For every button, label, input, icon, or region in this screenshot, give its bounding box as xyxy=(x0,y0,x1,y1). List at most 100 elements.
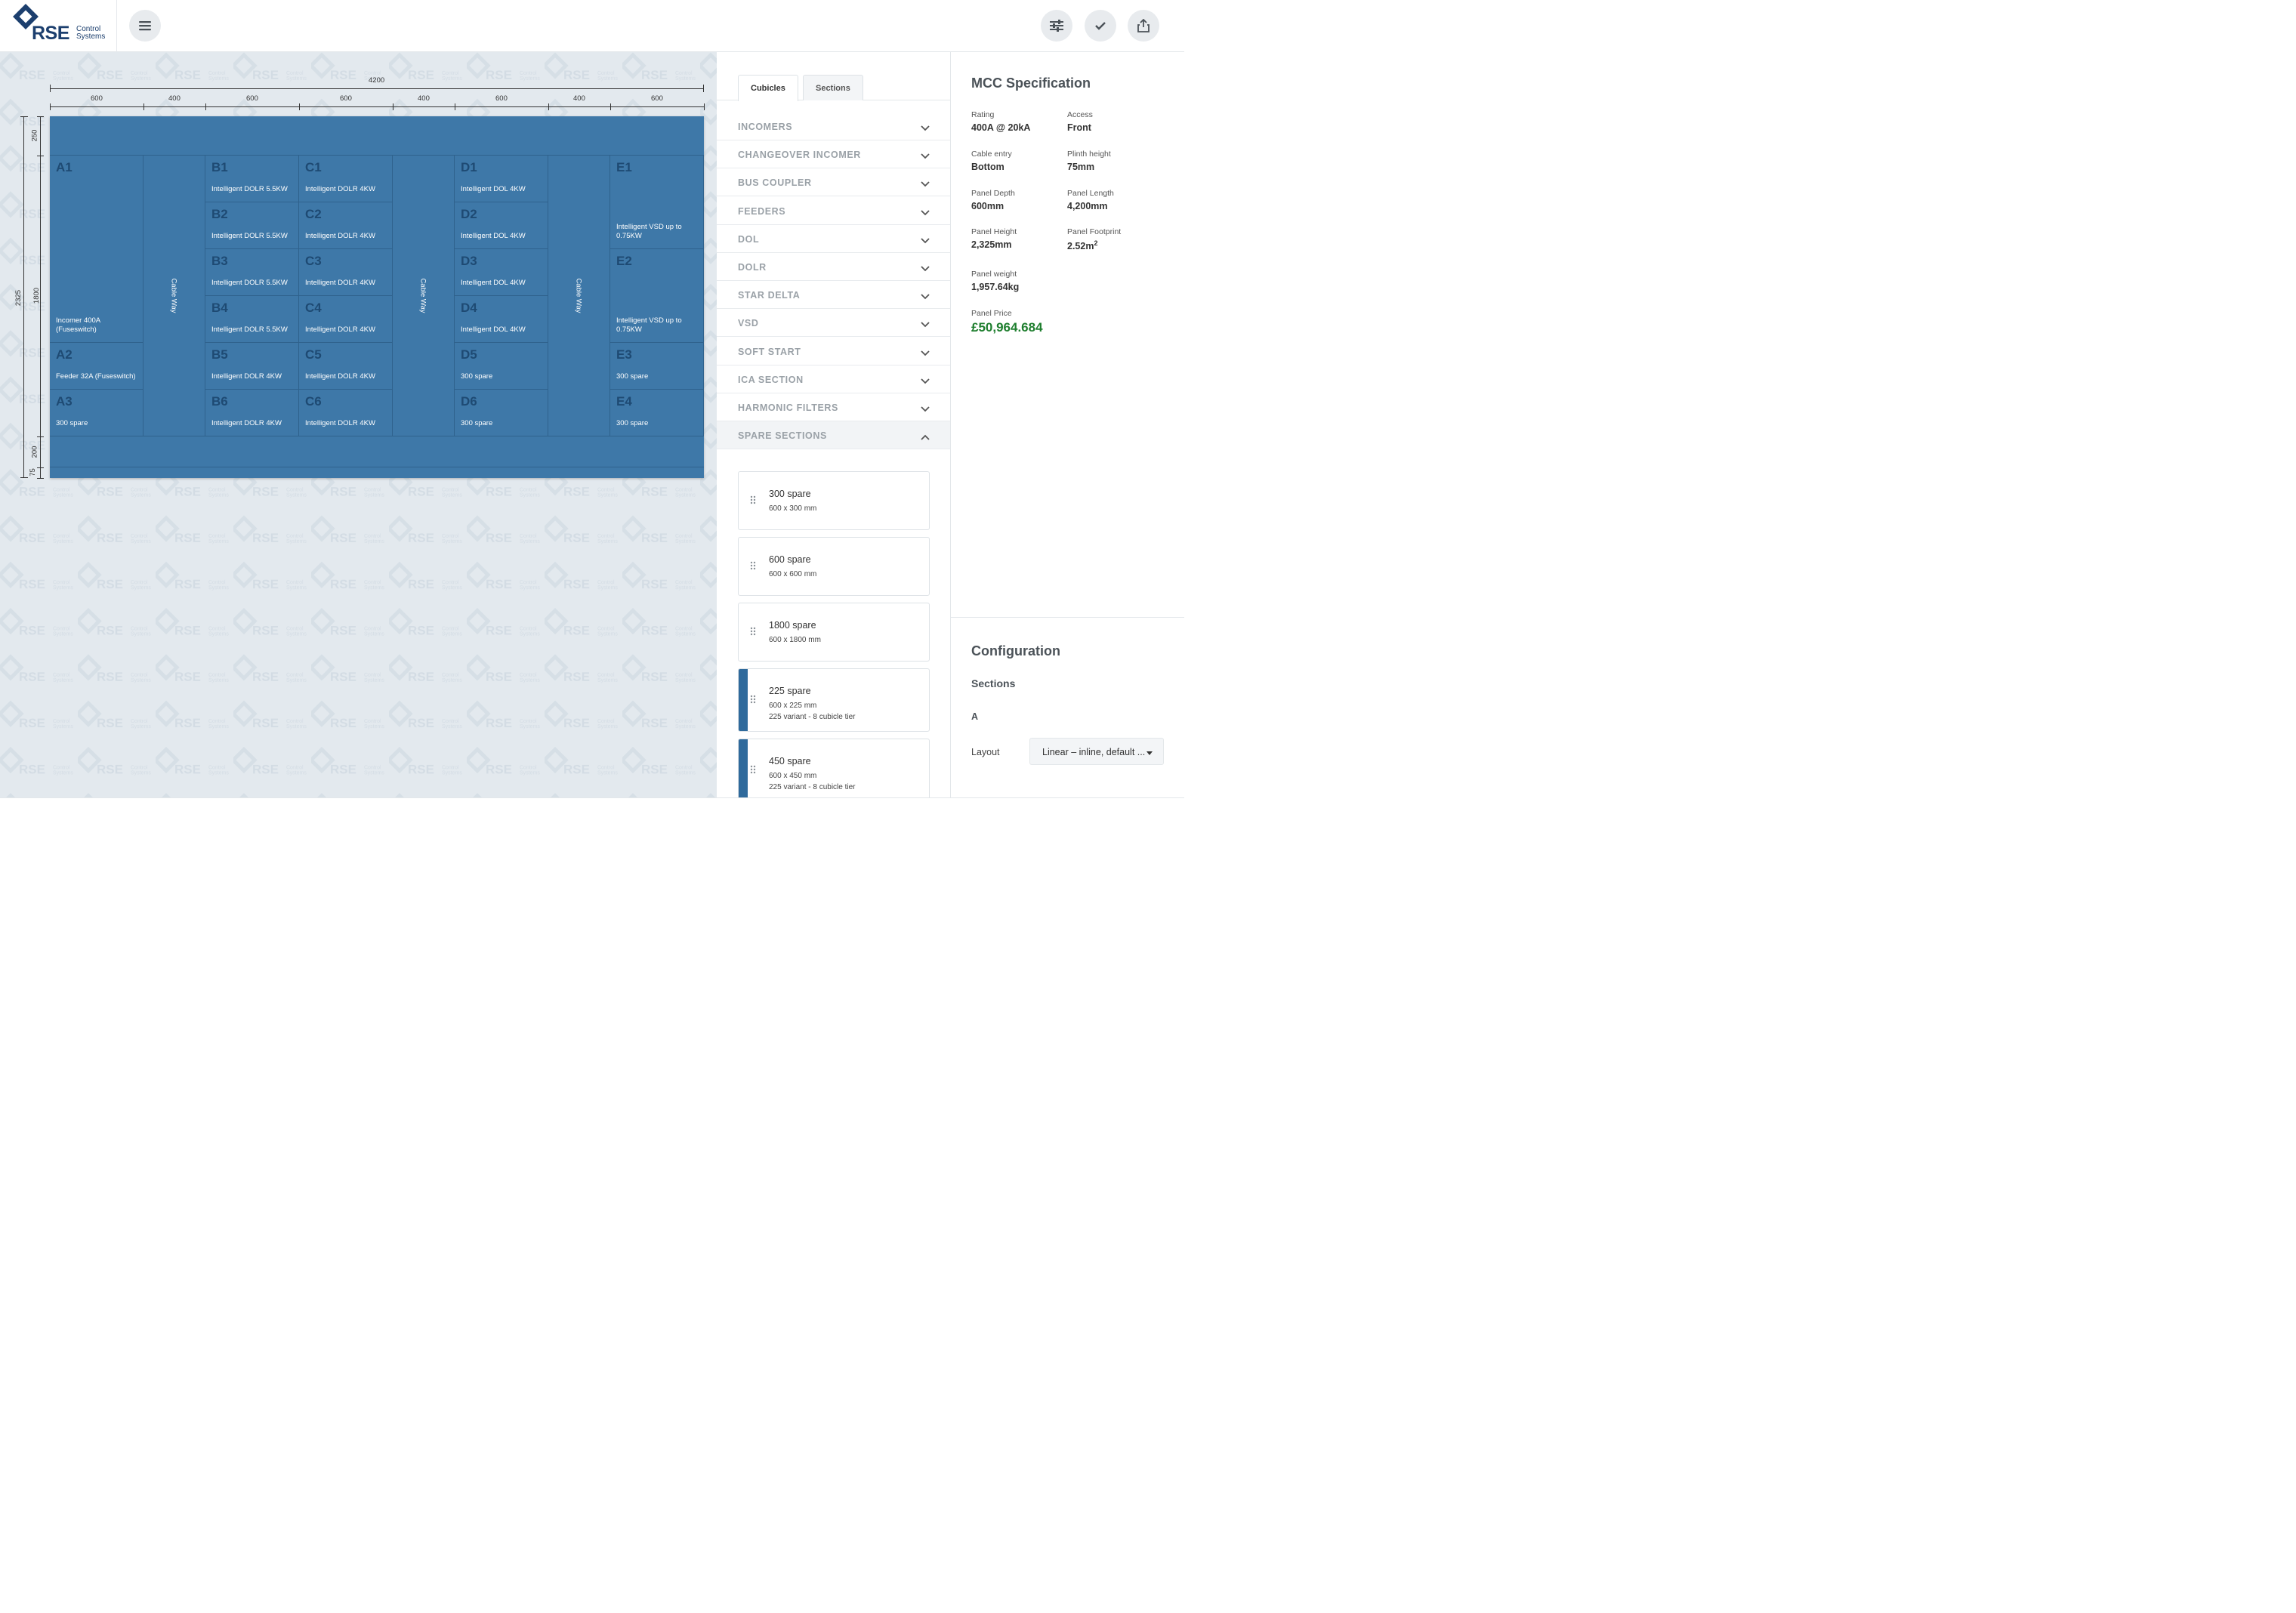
cubicle-description: Intelligent DOLR 4KW xyxy=(305,279,375,287)
chevron-down-icon xyxy=(921,122,930,135)
cubicle-c6[interactable]: C6 Intelligent DOLR 4KW xyxy=(299,390,393,436)
row-height-label: 75 xyxy=(28,468,37,476)
cubicle-d5[interactable]: D5 300 spare xyxy=(455,343,548,390)
chevron-down-icon xyxy=(921,234,930,248)
cable-way-label: Cable Way xyxy=(574,278,583,313)
spec-title: MCC Specification xyxy=(971,76,1091,91)
cubicle-d4[interactable]: D4 Intelligent DOL 4KW xyxy=(455,296,548,343)
spec-label: Plinth height xyxy=(1067,150,1111,159)
cubicle-c3[interactable]: C3 Intelligent DOLR 4KW xyxy=(299,249,393,296)
accordion-harmonic-filters[interactable]: HARMONIC FILTERS xyxy=(717,393,950,421)
spec-rating: Rating 400A @ 20kA xyxy=(971,110,1062,133)
cubicle-id: C3 xyxy=(305,254,322,268)
settings-button[interactable] xyxy=(1041,10,1072,42)
cubicle-e3[interactable]: E3 300 spare xyxy=(610,343,704,390)
cubicle-e4[interactable]: E4 300 spare xyxy=(610,390,704,436)
spare-section-card[interactable]: 600 spare 600 x 600 mm xyxy=(738,537,930,596)
cubicle-id: E2 xyxy=(616,254,632,268)
dim-tick xyxy=(37,467,44,468)
accordion-ica-section[interactable]: ICA SECTION xyxy=(717,365,950,393)
cubicle-id: B5 xyxy=(211,347,228,362)
spare-section-card[interactable]: 225 spare 600 x 225 mm 225 variant - 8 cub… xyxy=(738,668,930,732)
accordion-incomers[interactable]: INCOMERS xyxy=(717,113,950,140)
cubicle-id: C2 xyxy=(305,207,322,221)
cubicle-id: B3 xyxy=(211,254,228,268)
cubicle-c1[interactable]: C1 Intelligent DOLR 4KW xyxy=(299,156,393,202)
drag-handle-icon[interactable] xyxy=(750,765,756,776)
cubicle-description: 300 spare xyxy=(616,372,649,381)
column-width-label: 600 xyxy=(651,94,663,103)
confirm-button[interactable] xyxy=(1085,10,1116,42)
cubicle-description: 300 spare xyxy=(461,372,493,381)
cubicle-d2[interactable]: D2 Intelligent DOL 4KW xyxy=(455,202,548,249)
cubicle-b2[interactable]: B2 Intelligent DOLR 5.5KW xyxy=(205,202,299,249)
layout-label: Layout xyxy=(971,747,1000,757)
cubicle-a1[interactable]: A1 Incomer 400A (Fuseswitch) xyxy=(50,156,144,343)
drag-handle-icon[interactable] xyxy=(750,495,756,507)
cubicle-c5[interactable]: C5 Intelligent DOLR 4KW xyxy=(299,343,393,390)
hamburger-icon xyxy=(139,21,151,31)
accordion-label: BUS COUPLER xyxy=(738,177,812,189)
spare-title: 450 spare xyxy=(769,756,811,766)
dim-tick xyxy=(50,103,51,110)
accordion-star-delta[interactable]: STAR DELTA xyxy=(717,281,950,310)
cubicle-c4[interactable]: C4 Intelligent DOLR 4KW xyxy=(299,296,393,343)
cubicle-e1[interactable]: E1 Intelligent VSD up to 0.75KW xyxy=(610,156,704,249)
cubicle-d3[interactable]: D3 Intelligent DOL 4KW xyxy=(455,249,548,296)
cubicle-d1[interactable]: D1 Intelligent DOL 4KW xyxy=(455,156,548,202)
cubicle-description: Intelligent DOLR 4KW xyxy=(305,232,375,240)
brand-name: RSE xyxy=(32,23,69,44)
column-width-label: 400 xyxy=(418,94,430,103)
checkmark-icon xyxy=(1095,22,1106,30)
cubicle-a3[interactable]: A3 300 spare xyxy=(50,390,144,436)
drag-handle-icon[interactable] xyxy=(750,695,756,706)
layout-select-value: Linear – inline, default ... xyxy=(1042,747,1146,757)
spare-size: 600 x 600 mm xyxy=(769,570,817,578)
accordion-bus-coupler[interactable]: BUS COUPLER xyxy=(717,168,950,197)
spare-section-card[interactable]: 450 spare 600 x 450 mm 225 variant - 8 cub… xyxy=(738,739,930,797)
spare-size: 600 x 300 mm xyxy=(769,504,817,513)
cubicle-description: 300 spare xyxy=(461,419,493,427)
top-busbar-section xyxy=(50,116,704,156)
accordion-dol[interactable]: DOL xyxy=(717,225,950,253)
export-button[interactable] xyxy=(1128,10,1159,42)
tab-sections[interactable]: Sections xyxy=(803,75,863,100)
layout-select[interactable]: Linear – inline, default ... xyxy=(1029,738,1164,765)
cubicle-b3[interactable]: B3 Intelligent DOLR 5.5KW xyxy=(205,249,299,296)
spec-value: Bottom xyxy=(971,162,1004,172)
tab-cubicles[interactable]: Cubicles xyxy=(738,75,798,101)
accordion-feeders[interactable]: FEEDERS xyxy=(717,197,950,225)
brand-logo[interactable]: RSE Control Systems xyxy=(0,0,117,52)
mcc-panel-drawing[interactable]: A1 Incomer 400A (Fuseswitch) A2 Feeder 32A … xyxy=(50,116,704,478)
spec-value: 1,957.64kg xyxy=(971,282,1020,292)
accordion-dolr[interactable]: DOLR xyxy=(717,253,950,281)
chevron-down-icon xyxy=(921,375,930,388)
cubicle-b1[interactable]: B1 Intelligent DOLR 5.5KW xyxy=(205,156,299,202)
menu-button[interactable] xyxy=(129,10,161,42)
column-width-label: 600 xyxy=(246,94,258,103)
cubicle-b4[interactable]: B4 Intelligent DOLR 5.5KW xyxy=(205,296,299,343)
row-height-label: 250 xyxy=(30,129,39,142)
cubicle-e2[interactable]: E2 Intelligent VSD up to 0.75KW xyxy=(610,249,704,343)
cubicle-b6[interactable]: B6 Intelligent DOLR 4KW xyxy=(205,390,299,436)
cubicle-description: Intelligent DOLR 4KW xyxy=(305,185,375,193)
drag-handle-icon[interactable] xyxy=(750,561,756,572)
accordion-label: SOFT START xyxy=(738,346,801,357)
cubicle-a2[interactable]: A2 Feeder 32A (Fuseswitch) xyxy=(50,343,144,390)
spec-value: 600mm xyxy=(971,201,1004,211)
cubicle-b5[interactable]: B5 Intelligent DOLR 4KW xyxy=(205,343,299,390)
accordion-soft-start[interactable]: SOFT START xyxy=(717,338,950,365)
spec-footprint: Panel Footprint 2.52m2 xyxy=(1067,227,1158,251)
chevron-down-icon xyxy=(921,262,930,276)
accordion-label: DOLR xyxy=(738,262,767,273)
accordion-changeover-incomer[interactable]: CHANGEOVER INCOMER xyxy=(717,140,950,169)
cubicle-id: E4 xyxy=(616,394,632,409)
cubicle-description: Intelligent VSD up to 0.75KW xyxy=(616,316,682,334)
accordion-vsd[interactable]: VSD xyxy=(717,309,950,338)
accordion-spare-sections[interactable]: SPARE SECTIONS xyxy=(717,421,950,450)
cubicle-c2[interactable]: C2 Intelligent DOLR 4KW xyxy=(299,202,393,249)
drag-handle-icon[interactable] xyxy=(750,627,756,638)
spare-section-card[interactable]: 1800 spare 600 x 1800 mm xyxy=(738,603,930,662)
spare-section-card[interactable]: 300 spare 600 x 300 mm xyxy=(738,471,930,530)
cubicle-d6[interactable]: D6 300 spare xyxy=(455,390,548,436)
